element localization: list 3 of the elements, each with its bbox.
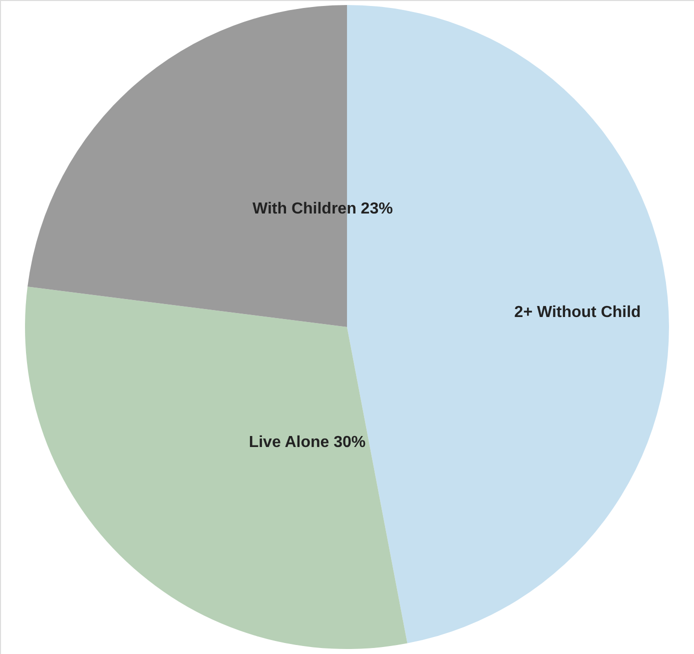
pie-slice: [25, 286, 408, 648]
slice-label: Live Alone 30%: [248, 434, 366, 452]
slice-label: 2+ Without Child: [514, 304, 641, 322]
